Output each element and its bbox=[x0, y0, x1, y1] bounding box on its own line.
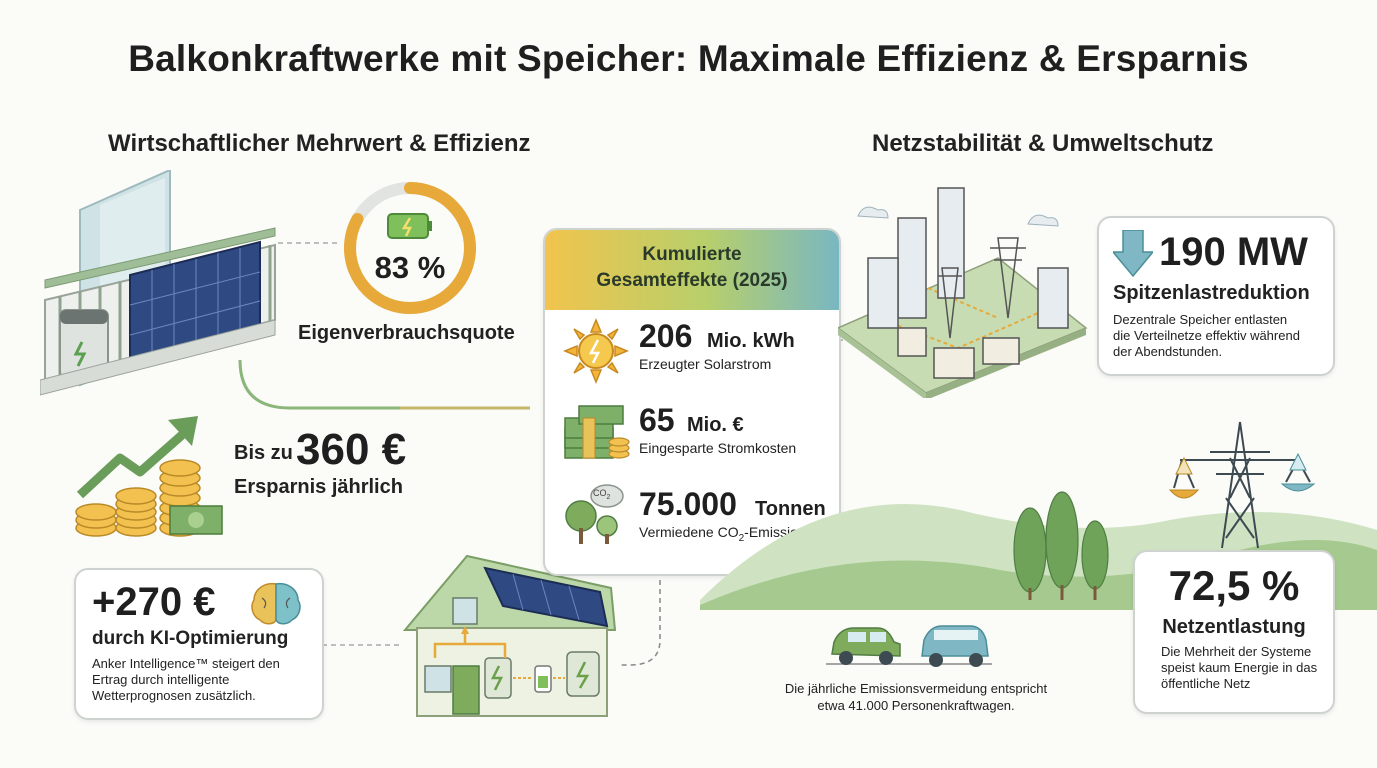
cars-icon bbox=[826, 625, 992, 667]
solar-desc: Erzeugter Solarstrom bbox=[639, 356, 772, 372]
savings-value: 360 € bbox=[296, 425, 407, 474]
savings-total-unit: Mio. € bbox=[687, 414, 744, 436]
sun-icon bbox=[563, 318, 629, 384]
ai-value: +270 € bbox=[92, 580, 216, 624]
grid-label: Netzentlastung bbox=[1162, 616, 1306, 638]
savings-label: Ersparnis jährlich bbox=[234, 476, 403, 498]
section-heading-economic: Wirtschaftlicher Mehrwert & Effizienz bbox=[108, 130, 531, 157]
coins-growth-icon bbox=[75, 416, 223, 537]
grid-value: 72,5 % bbox=[1168, 562, 1300, 609]
peak-label: Spitzenlastreduktion bbox=[1113, 282, 1310, 304]
ai-optimization-card: +270 € durch KI-Optimierung Anker Intell… bbox=[74, 568, 324, 720]
ai-label: durch KI-Optimierung bbox=[92, 628, 289, 649]
card-heading-line2: Gesamteffekte (2025) bbox=[596, 270, 788, 291]
grid-relief-card: 72,5 % Netzentlastung Die Mehrheit der S… bbox=[1133, 550, 1335, 714]
house-illustration bbox=[402, 554, 617, 717]
brain-icon bbox=[251, 582, 301, 625]
cars-desc-1: Die jährliche Emissionsvermeidung entspr… bbox=[784, 681, 1048, 696]
page-title: Balkonkraftwerke mit Speicher: Maximale … bbox=[128, 38, 1249, 79]
card-heading-line1: Kumulierte bbox=[642, 244, 742, 265]
balcony-solar-illustration bbox=[40, 170, 276, 396]
self-consumption-ring bbox=[344, 182, 476, 314]
grid-desc-1: Die Mehrheit der Systeme bbox=[1161, 644, 1312, 659]
peak-load-card: 190 MW Spitzenlastreduktion Dezentrale S… bbox=[1097, 216, 1335, 376]
peak-desc-3: der Abendstunden. bbox=[1113, 344, 1223, 359]
peak-desc-1: Dezentrale Speicher entlasten bbox=[1113, 312, 1288, 327]
ai-desc-2: Ertrag durch intelligente bbox=[92, 672, 230, 687]
grid-desc-2: speist kaum Energie in das bbox=[1161, 660, 1318, 675]
card-header-gradient bbox=[545, 230, 839, 310]
money-icon bbox=[564, 405, 630, 459]
section-heading-grid: Netzstabilität & Umweltschutz bbox=[872, 130, 1214, 157]
savings-total-desc: Eingesparte Stromkosten bbox=[639, 440, 797, 456]
self-consumption-label: Eigenverbrauchsquote bbox=[298, 322, 515, 344]
cars-desc-2: etwa 41.000 Personenkraftwagen. bbox=[817, 698, 1015, 713]
city-grid-illustration bbox=[838, 187, 1088, 398]
pylon-scale-icon bbox=[1168, 421, 1316, 549]
cumulative-effects-card: Kumulierte Gesamteffekte (2025) 206 Mio.… bbox=[543, 228, 841, 576]
peak-value: 190 MW bbox=[1159, 230, 1308, 274]
solar-value: 206 bbox=[639, 318, 693, 354]
ai-desc-1: Anker Intelligence™ steigert den bbox=[92, 656, 280, 671]
co2-cloud-label: CO2 bbox=[593, 488, 611, 501]
self-consumption-value: 83 % bbox=[374, 250, 446, 285]
arrow-down-icon bbox=[1113, 230, 1153, 278]
savings-total-value: 65 bbox=[639, 402, 675, 438]
ai-desc-3: Wetterprognosen zusätzlich. bbox=[92, 688, 256, 703]
trees-co2-icon bbox=[565, 484, 624, 544]
grid-desc-3: öffentliche Netz bbox=[1161, 676, 1251, 691]
peak-desc-2: die Verteilnetze effektiv während bbox=[1113, 328, 1300, 343]
co2-value: 75.000 bbox=[639, 486, 737, 522]
savings-prefix: Bis zu bbox=[234, 442, 293, 464]
co2-unit: Tonnen bbox=[755, 498, 826, 520]
solar-unit: Mio. kWh bbox=[707, 330, 795, 352]
